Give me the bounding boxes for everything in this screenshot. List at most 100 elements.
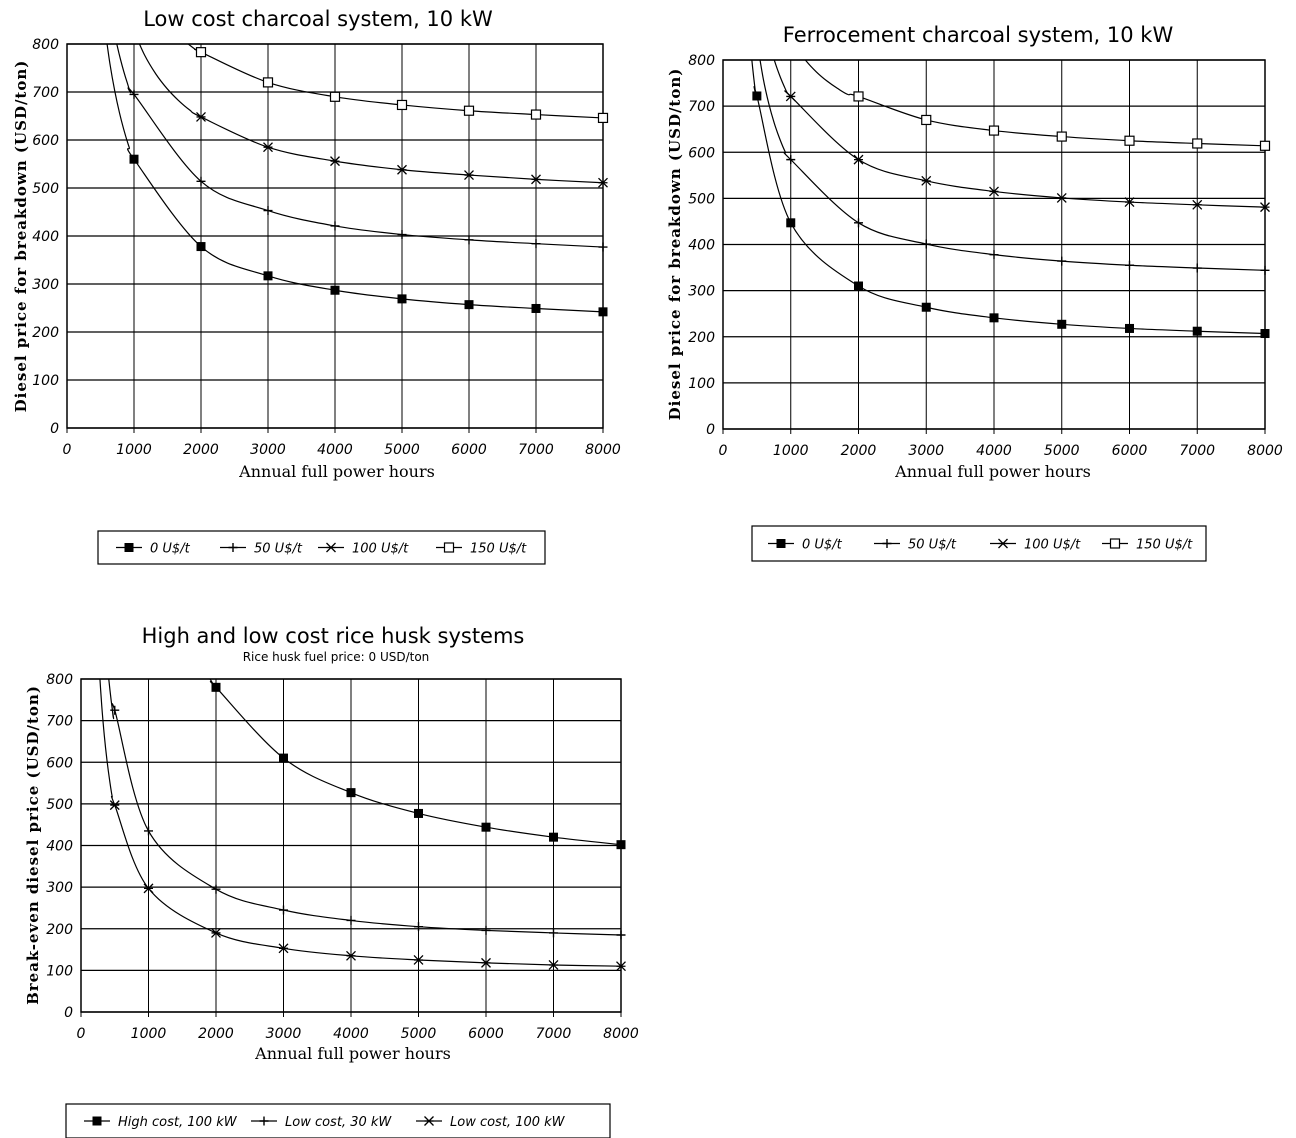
chart-title: High and low cost rice husk systems (142, 624, 525, 648)
data-point (196, 112, 206, 122)
data-point (329, 91, 341, 102)
data-point (1260, 329, 1270, 339)
legend-label: High cost, 100 kW (118, 1115, 238, 1130)
data-point (414, 808, 423, 818)
data-point (921, 175, 932, 186)
series-line (106, 44, 603, 313)
data-point (143, 883, 154, 894)
data-point (853, 154, 864, 165)
y-axis-label: Diesel price for breakdown (USD/ton) (12, 60, 30, 413)
data-point (414, 922, 423, 932)
data-point (262, 77, 274, 88)
x-tick-label: 5000 (384, 442, 420, 458)
legend-label: 150 U$/t (470, 542, 527, 557)
legend-marker (776, 539, 786, 548)
y-tick-label: 800 (46, 672, 73, 688)
data-point (1260, 265, 1270, 275)
data-point (263, 142, 273, 153)
x-tick-label: 6000 (1112, 443, 1148, 459)
data-point (464, 170, 474, 180)
x-tick-label: 0 (719, 443, 728, 459)
chart-1: Low cost charcoal system, 10 kW0 1000 2000… (12, 7, 621, 565)
data-point (989, 186, 999, 197)
y-tick-label: 600 (688, 145, 715, 161)
legend-box (65, 1103, 611, 1138)
data-point (278, 943, 289, 954)
series-line (116, 44, 603, 248)
series-100-u-t (773, 60, 1270, 213)
data-point (786, 218, 796, 228)
y-tick-label: 600 (46, 755, 73, 771)
data-point (921, 239, 931, 249)
y-tick-label: 700 (32, 85, 59, 101)
data-point (211, 884, 221, 894)
y-tick-label: 0 (50, 421, 59, 437)
data-point (1056, 192, 1067, 203)
legend-marker (326, 542, 336, 553)
data-point (413, 955, 424, 965)
chart-3: High and low cost rice husk systems Rice … (24, 624, 639, 1138)
x-tick-label: 7000 (1179, 443, 1215, 459)
legend-label: Low cost, 30 kW (285, 1115, 392, 1130)
series-low-cost-100-kw (99, 679, 626, 972)
data-point (346, 915, 356, 925)
data-point (597, 112, 609, 124)
legend-marker (259, 1116, 269, 1126)
data-point (346, 788, 356, 798)
gridlines (722, 59, 1266, 430)
x-tick-label: 1000 (773, 443, 809, 459)
series-line (751, 60, 1265, 335)
data-point (463, 105, 475, 116)
x-axis-label: Annual full power hours (254, 1044, 451, 1063)
legend-marker (228, 543, 238, 552)
x-tick-label: 0 (77, 1026, 86, 1042)
x-tick-label: 1000 (131, 1026, 167, 1042)
legend-marker (443, 542, 455, 553)
data-point (1056, 131, 1067, 142)
series-100-u-t (138, 44, 608, 188)
legend-label: 100 U$/t (352, 542, 409, 557)
y-tick-label: 500 (688, 191, 715, 207)
series-150-u-t (187, 44, 609, 124)
x-tick-label: 8000 (603, 1026, 639, 1042)
chart-2: Ferrocement charcoal system, 10 kW0 1000 2… (666, 23, 1283, 562)
y-tick-label: 200 (46, 922, 73, 938)
data-point (989, 250, 999, 260)
y-tick-label: 600 (32, 133, 59, 149)
data-point (598, 177, 608, 188)
y-tick-label: 800 (32, 37, 59, 53)
data-point (1260, 202, 1270, 213)
x-axis-label: Annual full power hours (238, 462, 435, 481)
x-tick-label: 6000 (451, 442, 487, 458)
series-line (99, 679, 621, 967)
data-point (211, 682, 221, 692)
x-tick-label: 7000 (536, 1026, 572, 1042)
data-point (397, 164, 407, 175)
x-tick-label: 2000 (841, 443, 877, 459)
legend-marker (92, 1116, 102, 1126)
series-line (773, 60, 1265, 208)
y-tick-label: 700 (688, 99, 715, 115)
y-tick-label: 800 (688, 53, 715, 69)
data-point (196, 242, 206, 252)
series-line (108, 679, 621, 936)
data-point (616, 961, 626, 972)
data-point (196, 176, 206, 186)
x-tick-label: 5000 (1044, 443, 1080, 459)
data-point (346, 950, 356, 961)
y-tick-label: 100 (688, 376, 715, 392)
data-point (279, 905, 288, 915)
series-high-cost-100-kw (209, 679, 626, 850)
legend-marker (998, 538, 1008, 549)
data-point (854, 281, 863, 291)
series-50-u-t (116, 44, 608, 252)
data-point (548, 960, 559, 970)
data-point (1057, 256, 1067, 266)
data-point (616, 840, 626, 850)
y-tick-label: 500 (46, 797, 73, 813)
x-tick-label: 3000 (250, 442, 286, 458)
data-point (988, 125, 1000, 136)
data-point (129, 154, 139, 164)
data-point (211, 927, 221, 938)
y-axis-label: Diesel price for breakdown (USD/ton) (666, 68, 684, 421)
